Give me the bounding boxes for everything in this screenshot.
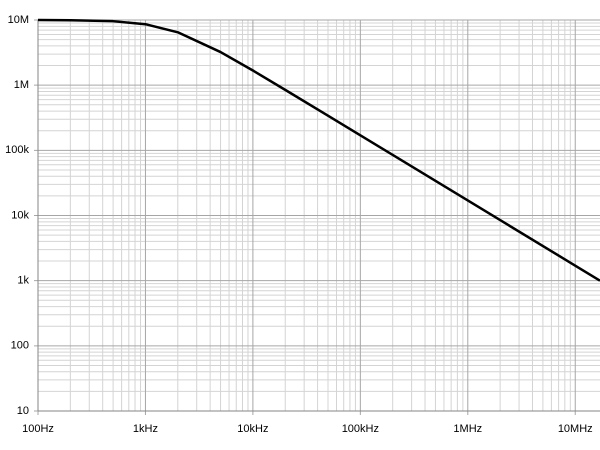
x-tick-label: 1kHz: [133, 423, 158, 435]
y-tick-label: 100: [11, 340, 29, 352]
y-tick-label: 10: [17, 405, 29, 417]
x-tick-label: 100kHz: [342, 423, 379, 435]
y-tick-label: 1k: [17, 275, 29, 287]
y-tick-label: 10M: [8, 14, 29, 26]
x-tick-label: 1MHz: [453, 423, 482, 435]
y-tick-label: 100k: [5, 144, 29, 156]
data-line: [37, 18, 600, 282]
y-tick-label: 1M: [14, 79, 29, 91]
x-tick-label: 10MHz: [558, 423, 593, 435]
y-tick-label: 10k: [11, 209, 29, 221]
x-tick-label: 100Hz: [22, 423, 54, 435]
x-tick-label: 10kHz: [237, 423, 268, 435]
